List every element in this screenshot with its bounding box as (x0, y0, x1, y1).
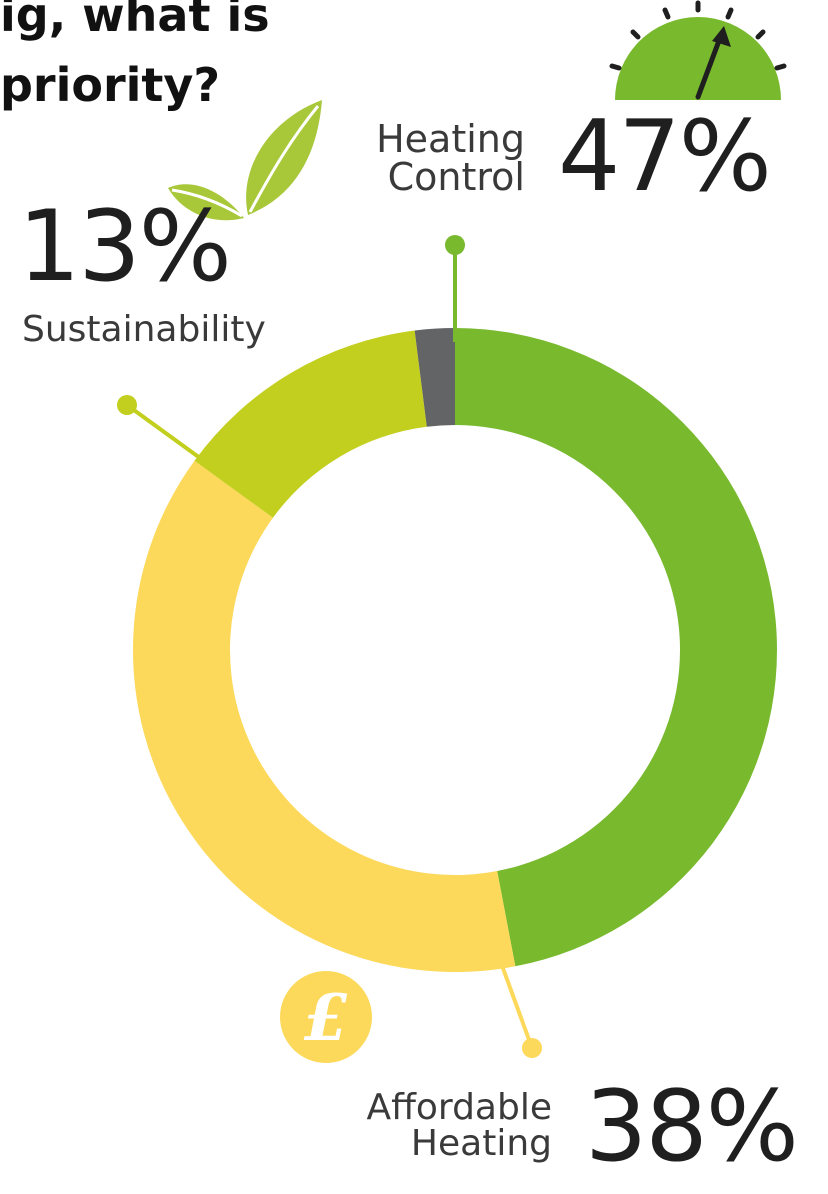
label-affordable-heating: Affordable Heating (322, 1090, 552, 1162)
percent-sustainability: 13% (18, 190, 232, 304)
donut-slices (133, 328, 777, 972)
leader-line-affordable-heating (498, 959, 542, 1058)
slice-affordable-heating (133, 460, 516, 972)
percent-affordable-heating: 38% (585, 1070, 799, 1184)
gauge-icon (609, 0, 787, 100)
pound-coin-icon: £ (280, 971, 372, 1063)
label-heating-control-line-2: Control (387, 155, 525, 199)
slice-sustainability (194, 330, 427, 518)
svg-text:£: £ (304, 981, 349, 1056)
label-heating-control: Heating Control (355, 120, 525, 196)
label-sustainability: Sustainability (22, 309, 266, 350)
slice-other (414, 328, 455, 427)
label-affordable-heating-line-1: Affordable (366, 1087, 552, 1128)
slice-heating-control (455, 328, 777, 967)
leader-line-sustainability (117, 395, 202, 460)
title-line-1: ig, what is (0, 0, 270, 42)
label-heating-control-line-1: Heating (376, 117, 525, 161)
label-affordable-heating-line-2: Heating (410, 1123, 552, 1164)
title-line-2: priority? (0, 58, 221, 112)
leaf-icon (168, 100, 322, 221)
percent-heating-control: 47% (558, 100, 772, 214)
leader-line-heating-control (445, 235, 465, 342)
